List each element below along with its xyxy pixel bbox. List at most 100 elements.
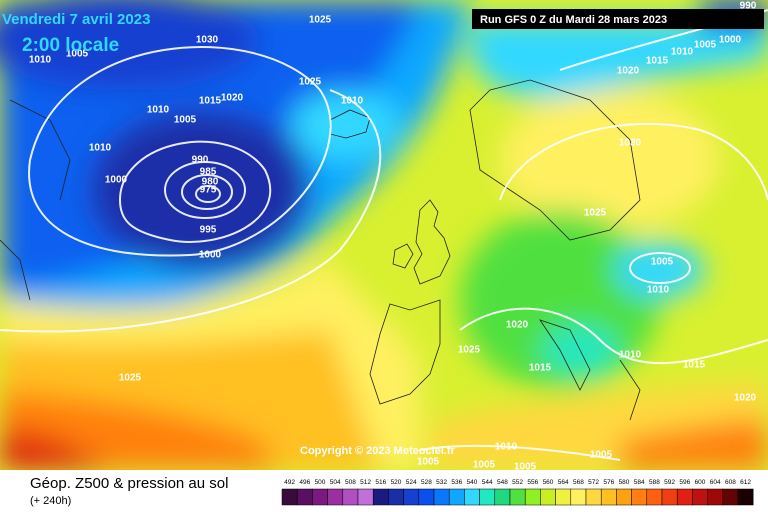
isobar-label: 1005 [694,40,717,51]
scale-label: 612 [740,479,751,486]
scale-swatch [464,488,480,506]
isobar-label: 1015 [646,56,669,67]
scale-swatch [570,488,587,506]
isobar-label: 1005 [651,257,674,268]
scale-label: 536 [451,479,462,486]
scale-swatch [342,488,359,506]
scale-swatch [388,488,404,506]
scale-swatch [600,488,617,506]
scale-label: 544 [482,479,493,486]
isobar-label: 1015 [683,360,706,371]
scale-swatch [494,488,511,506]
scale-label: 576 [603,479,614,486]
isobar-label: 990 [192,155,209,166]
isobar-label: 1010 [495,442,518,453]
scale-label: 608 [725,479,736,486]
run-box [472,9,764,29]
scale-swatch [524,488,541,506]
map-field: 1025 1030 1010 1005 1025 1020 1015 1010 … [0,0,768,473]
isobar-label: 1010 [29,55,52,66]
scale-swatch [692,488,708,506]
scale-swatch [555,488,572,506]
scale-label: 528 [421,479,432,486]
isobar-label: 980 [202,177,219,188]
scale-swatch [616,488,632,506]
forecast-time: 2:00 locale [22,35,119,56]
scale-label: 556 [527,479,538,486]
isobar-label: 1000 [719,35,742,46]
color-scale: 492 496 500 504 508 512 516 520 524 528 532 536 540 5… [281,479,754,506]
forecast-date: Vendredi 7 avril 2023 [2,11,150,28]
isobar-label: 1030 [619,138,642,149]
scale-label: 500 [315,479,326,486]
isobar-label: 1025 [119,373,142,384]
isobar-label: 1010 [671,47,694,58]
scale-swatch [281,488,298,506]
scale-label: 512 [360,479,371,486]
scale-swatch [676,488,693,506]
scale-label: 604 [710,479,721,486]
scale-swatch [448,488,465,506]
isobar-label: 1020 [506,320,529,331]
isobar-label: 1015 [199,96,222,107]
isobar-label: 1005 [174,115,197,126]
scale-swatch [707,488,724,506]
isobar-label: 1010 [89,143,112,154]
scale-label: 496 [299,479,310,486]
isobar-label: 1025 [584,208,607,219]
isobar-label: 1005 [417,457,440,468]
scale-swatch [312,488,328,506]
scale-swatch [661,488,678,506]
scale-swatch [509,488,526,506]
isobar-label: 985 [200,167,217,178]
isobar-label: 1010 [619,350,642,361]
scale-label: 516 [375,479,386,486]
isobar-label: 995 [200,225,217,236]
isobar-label: 1015 [529,363,552,374]
footer-title: Géop. Z500 & pression au sol [30,475,228,492]
scale-label: 508 [345,479,356,486]
isobar-label: 1005 [66,49,89,60]
scale-label: 584 [634,479,645,486]
isobar-label: 1025 [458,345,481,356]
scale-label: 568 [573,479,584,486]
footer-lead: (+ 240h) [30,495,71,507]
scale-label: 492 [284,479,295,486]
scale-swatch [296,488,313,506]
coastline [0,79,641,421]
scale-label: 504 [330,479,341,486]
isobar-label: 1025 [299,77,322,88]
run-info: Run GFS 0 Z du Mardi 28 mars 2023 [480,14,667,26]
isobars [0,9,768,461]
isobar-label: 1005 [514,462,537,473]
scale-swatch [418,488,435,506]
scale-label: 532 [436,479,447,486]
scale-label: 596 [679,479,690,486]
isobar-label: 1020 [734,393,757,404]
scale-label: 564 [558,479,569,486]
isobar-label: 1010 [647,285,670,296]
isobar-label: 1020 [617,66,640,77]
scale-label: 580 [619,479,630,486]
copyright: Copyright © 2023 Meteociel.fr [300,445,456,457]
scale-label: 520 [391,479,402,486]
scale-swatch [479,488,496,506]
scale-swatch [327,488,344,506]
scale-label: 600 [695,479,706,486]
isobar-label: 990 [740,1,757,12]
scale-label: 560 [543,479,554,486]
scale-swatch [433,488,450,506]
isobar-label: 1010 [147,105,170,116]
scale-swatch [357,488,374,506]
scale-swatch [403,488,420,506]
isobar-label: 1005 [473,460,496,471]
scale-swatch [540,488,556,506]
scale-swatch [631,488,648,506]
scale-label: 524 [406,479,417,486]
scale-swatch [722,488,739,506]
isobar-label: 1010 [341,96,364,107]
scale-label: 552 [512,479,523,486]
isobar-label: 1025 [309,15,332,26]
isobar-label: 1020 [221,93,244,104]
